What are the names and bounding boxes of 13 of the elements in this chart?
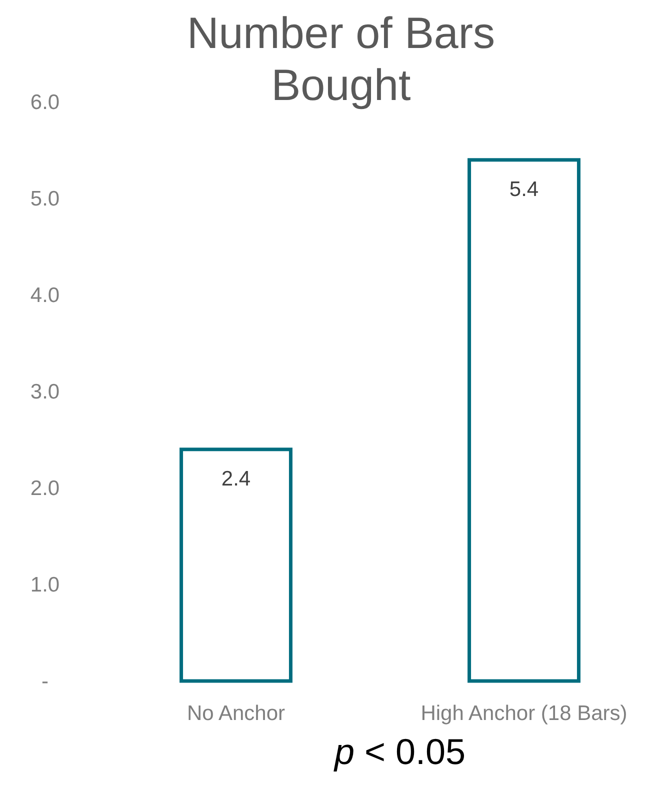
text: p < 0.05 <box>333 731 466 772</box>
x-tick-label: No Anchor <box>186 702 286 725</box>
y-tick-label: 3.0 <box>30 380 60 404</box>
y-tick-label: 5.0 <box>30 188 60 210</box>
data-label: 5.4 <box>509 178 539 201</box>
data-label: 2.4 <box>221 467 251 490</box>
y-tick-label: 4.0 <box>30 284 60 307</box>
y-tick-label: 1.0 <box>30 574 60 596</box>
x-tick-label: High Anchor (18 Bars) <box>420 702 628 725</box>
y-tick-label: 6.0 <box>30 91 60 114</box>
chart-title: Number of Bars Bought <box>186 9 496 110</box>
y-tick-label: - <box>42 670 48 693</box>
y-tick-label: 2.0 <box>30 477 60 500</box>
